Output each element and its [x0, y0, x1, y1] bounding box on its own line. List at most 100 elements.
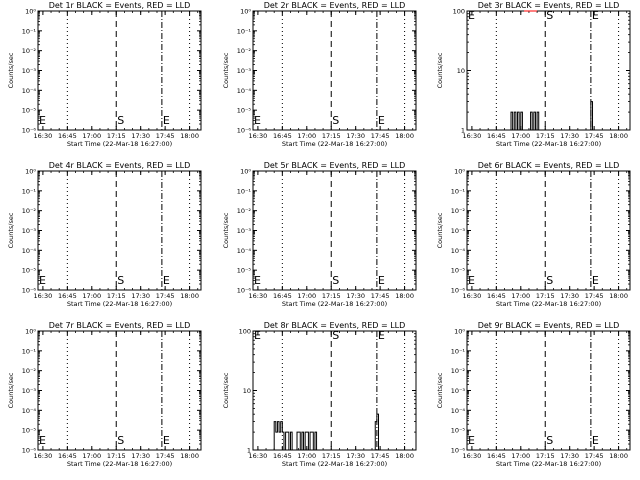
marker-label-e-left: E — [254, 114, 261, 127]
x-tick-label: 17:45 — [156, 132, 175, 140]
x-axis-title: Start Time (22-Mar-18 16:27:00) — [67, 140, 172, 148]
marker-label-s: S — [546, 274, 553, 287]
x-tick-label: 17:15 — [107, 452, 126, 460]
x-axis-title: Start Time (22-Mar-18 16:27:00) — [67, 300, 172, 308]
panel-2: Det 2r BLACK = Events, RED = LLD 10⁻⁶ 10⁻⁵… — [222, 1, 417, 148]
y-tick-label: 10⁻¹ — [451, 347, 466, 355]
panel-8: Det 8r BLACK = Events, RED = LLD 1 10 100 Co… — [222, 321, 417, 468]
x-tick-label: 17:45 — [585, 132, 604, 140]
x-tick-label: 17:15 — [536, 452, 555, 460]
x-axis-title: Start Time (22-Mar-18 16:27:00) — [496, 460, 601, 468]
y-tick-label: 10⁻² — [237, 207, 252, 215]
panel-4: Det 4r BLACK = Events, RED = LLD 10⁻⁶ 10⁻⁵… — [7, 161, 202, 308]
y-tick-label: 10⁻¹ — [22, 347, 37, 355]
y-tick-label: 10⁻⁴ — [237, 87, 252, 95]
x-tick-label: 17:30 — [560, 292, 579, 300]
x-tick-label: 16:45 — [58, 132, 77, 140]
marker-label-s: S — [117, 274, 124, 287]
x-tick-label: 17:00 — [82, 452, 101, 460]
y-tick-label: 10⁰ — [454, 328, 465, 336]
plot-frame — [466, 330, 631, 451]
x-tick-label: 17:30 — [131, 132, 150, 140]
series-line-1 — [253, 413, 381, 451]
x-tick-label: 16:45 — [273, 132, 292, 140]
x-tick-label: 16:30 — [463, 132, 482, 140]
panel-5: Det 5r BLACK = Events, RED = LLD 10⁻⁶ 10⁻⁵… — [222, 161, 417, 308]
y-axis-title: Counts/sec — [7, 212, 15, 248]
y-axis-title: Counts/sec — [7, 372, 15, 408]
panel-title: Det 8r BLACK = Events, RED = LLD — [264, 321, 406, 330]
y-tick-label: 10⁰ — [454, 168, 465, 176]
x-tick-label: 18:00 — [609, 132, 628, 140]
x-tick-label: 17:45 — [585, 452, 604, 460]
y-tick-label: 10⁻⁴ — [237, 247, 252, 255]
x-axis-title: Start Time (22-Mar-18 16:27:00) — [496, 140, 601, 148]
marker-label-e-left: E — [468, 434, 475, 447]
x-tick-label: 17:15 — [107, 292, 126, 300]
x-axis-title: Start Time (22-Mar-18 16:27:00) — [67, 460, 172, 468]
x-tick-label: 18:00 — [180, 452, 199, 460]
x-tick-label: 16:30 — [34, 132, 53, 140]
y-tick-label: 100 — [239, 328, 251, 336]
y-tick-label: 10⁻⁴ — [451, 247, 466, 255]
x-tick-label: 17:45 — [371, 292, 390, 300]
y-tick-label: 10⁻⁶ — [22, 287, 37, 295]
y-axis-title: Counts/sec — [222, 52, 230, 88]
marker-label-e-right: E — [163, 434, 170, 447]
x-tick-label: 18:00 — [395, 132, 414, 140]
plot-frame — [37, 10, 202, 131]
x-tick-label: 17:30 — [131, 452, 150, 460]
y-axis-title: Counts/sec — [222, 372, 230, 408]
marker-label-e-left: E — [39, 434, 46, 447]
x-tick-label: 18:00 — [609, 292, 628, 300]
y-axis-title: Counts/sec — [436, 52, 444, 88]
x-tick-label: 17:45 — [585, 292, 604, 300]
y-axis-title: Counts/sec — [436, 212, 444, 248]
y-tick-label: 10⁻³ — [22, 67, 37, 75]
panel-title: Det 5r BLACK = Events, RED = LLD — [264, 161, 406, 170]
x-tick-label: 18:00 — [609, 452, 628, 460]
y-tick-label: 10⁻³ — [22, 227, 37, 235]
marker-label-e-right: E — [592, 274, 599, 287]
x-tick-label: 17:15 — [107, 132, 126, 140]
y-tick-label: 10⁻⁵ — [22, 427, 37, 435]
marker-label-e-right: E — [378, 329, 385, 342]
marker-label-s: S — [546, 9, 553, 22]
y-tick-label: 10⁻¹ — [451, 187, 466, 195]
marker-label-s: S — [117, 434, 124, 447]
x-tick-label: 16:45 — [273, 452, 292, 460]
x-tick-label: 17:30 — [131, 292, 150, 300]
marker-label-e-left: E — [468, 9, 475, 22]
y-tick-label: 1 — [247, 447, 251, 455]
y-tick-label: 10⁰ — [25, 328, 36, 336]
panel-3: Det 3r BLACK = Events, RED = LLD 1 10 100 Co… — [436, 1, 631, 148]
y-tick-label: 10⁰ — [240, 8, 251, 16]
x-tick-label: 17:45 — [371, 132, 390, 140]
y-tick-label: 10⁻⁴ — [451, 407, 466, 415]
x-tick-label: 17:00 — [511, 452, 530, 460]
y-tick-label: 10⁻³ — [237, 67, 252, 75]
marker-label-e-right: E — [378, 114, 385, 127]
x-tick-label: 17:00 — [511, 292, 530, 300]
y-tick-label: 10⁻² — [22, 47, 37, 55]
marker-label-e-right: E — [592, 434, 599, 447]
x-axis-title: Start Time (22-Mar-18 16:27:00) — [282, 140, 387, 148]
x-tick-label: 17:30 — [560, 132, 579, 140]
x-tick-label: 18:00 — [395, 292, 414, 300]
y-tick-label: 10⁰ — [240, 168, 251, 176]
y-tick-label: 10⁻⁵ — [237, 107, 252, 115]
x-tick-label: 17:00 — [82, 132, 101, 140]
y-tick-label: 10⁻³ — [22, 387, 37, 395]
panel-title: Det 6r BLACK = Events, RED = LLD — [478, 161, 620, 170]
x-tick-label: 17:00 — [82, 292, 101, 300]
y-tick-label: 10⁻⁵ — [22, 267, 37, 275]
marker-label-e-left: E — [468, 274, 475, 287]
x-tick-label: 17:45 — [371, 452, 390, 460]
x-tick-label: 16:30 — [463, 292, 482, 300]
x-tick-label: 16:45 — [487, 292, 506, 300]
marker-label-e-left: E — [39, 114, 46, 127]
panel-title: Det 1r BLACK = Events, RED = LLD — [49, 1, 191, 10]
panel-7: Det 7r BLACK = Events, RED = LLD 10⁻⁶ 10⁻⁵… — [7, 321, 202, 468]
y-tick-label: 10⁻⁴ — [22, 247, 37, 255]
